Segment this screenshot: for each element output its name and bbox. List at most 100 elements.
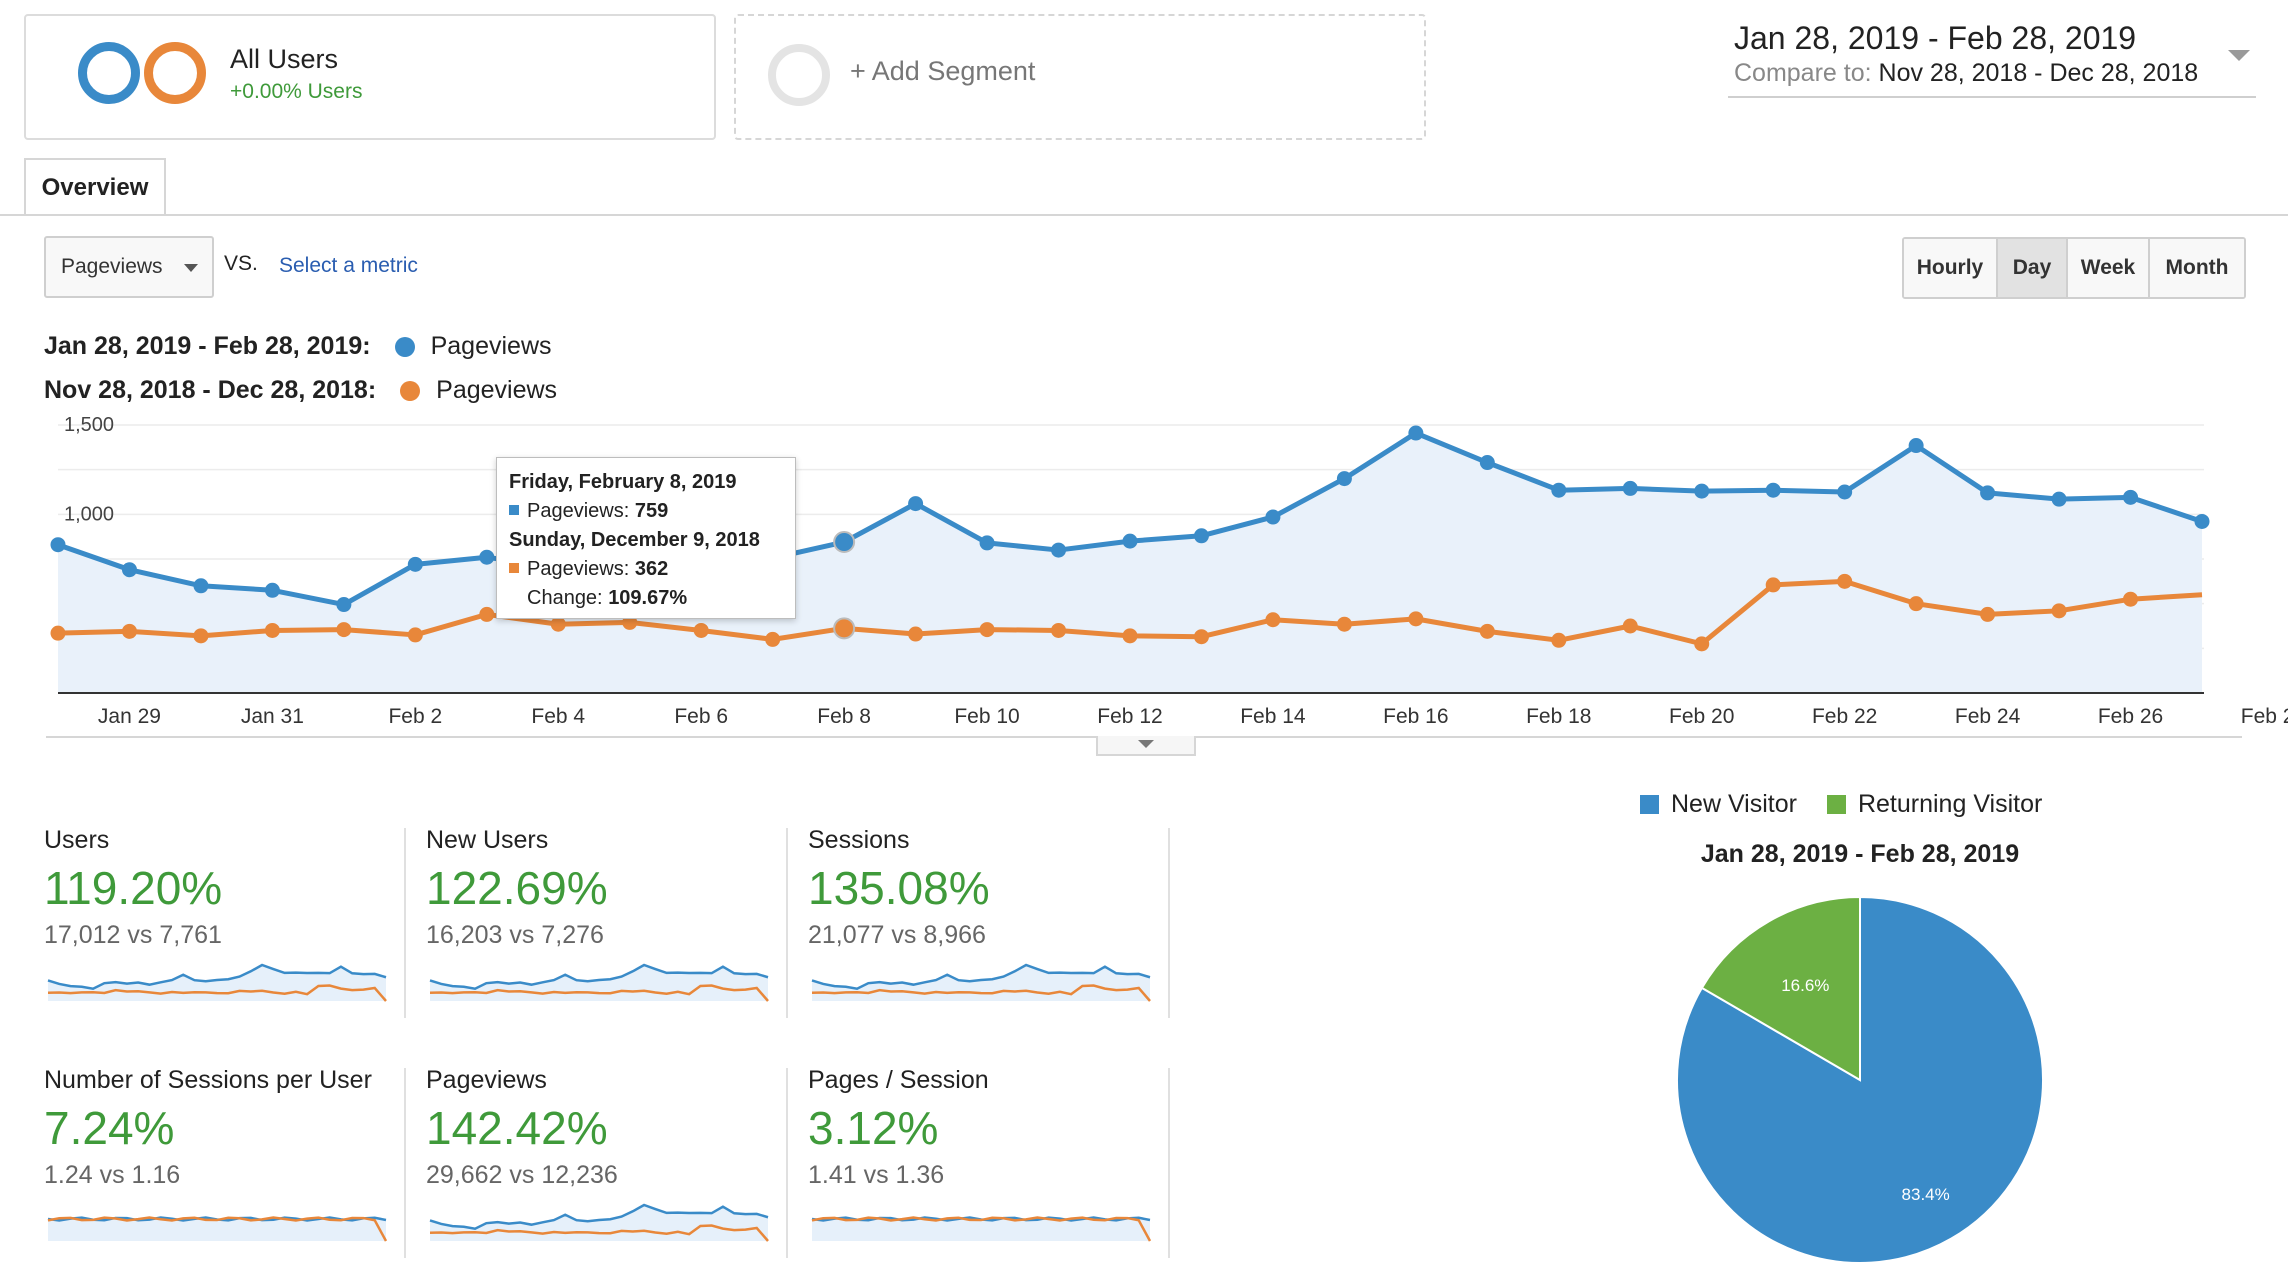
metric-new-users[interactable]: New Users 122.69% 16,203 vs 7,276 — [426, 826, 786, 950]
tooltip-value-primary: 759 — [634, 500, 669, 522]
chart-collapse-toggle[interactable] — [1096, 736, 1196, 756]
tab-overview[interactable]: Overview — [24, 158, 166, 216]
primary-point[interactable] — [1122, 533, 1138, 549]
metric-change: 135.08% — [808, 862, 990, 914]
metric-divider — [786, 1068, 788, 1258]
compare-point[interactable] — [908, 626, 924, 642]
day-button[interactable]: Day — [1998, 239, 2068, 297]
primary-point[interactable] — [1980, 485, 1996, 501]
primary-point[interactable] — [121, 562, 137, 578]
primary-point[interactable] — [1837, 484, 1853, 500]
compare-point[interactable] — [1479, 623, 1495, 639]
y-tick-label: 1,000 — [64, 503, 114, 525]
compare-point[interactable] — [121, 623, 137, 639]
chart-legend-primary: Jan 28, 2019 - Feb 28, 2019: Pageviews — [44, 332, 552, 361]
pie-slice-returning-visitor[interactable] — [1700, 895, 1861, 1082]
pie-title: Jan 28, 2019 - Feb 28, 2019 — [1700, 840, 2020, 868]
hourly-button[interactable]: Hourly — [1904, 239, 1998, 297]
date-range-picker[interactable]: Jan 28, 2019 - Feb 28, 2019 Compare to: … — [1728, 16, 2256, 98]
primary-point[interactable] — [908, 496, 924, 512]
primary-point[interactable] — [1051, 542, 1067, 558]
compare-point[interactable] — [50, 625, 66, 641]
compare-point[interactable] — [1980, 606, 1996, 622]
primary-point[interactable] — [1479, 455, 1495, 471]
compare-point[interactable] — [1051, 622, 1067, 638]
primary-point[interactable] — [1265, 509, 1281, 525]
date-range-primary: Jan 28, 2019 - Feb 28, 2019 — [1734, 20, 2137, 56]
metric-sparklines — [47, 963, 1152, 1242]
metric-dropdown[interactable]: Pageviews — [44, 236, 214, 298]
compare-point[interactable] — [2051, 603, 2067, 619]
add-segment-card[interactable]: + Add Segment — [734, 14, 1426, 140]
tab-divider — [0, 214, 2288, 216]
sparkline-compare — [429, 1224, 769, 1242]
primary-point[interactable] — [1694, 483, 1710, 499]
hover-point[interactable] — [833, 531, 856, 554]
legend-primary-dot — [394, 336, 415, 357]
date-range-caret-icon — [2228, 50, 2250, 61]
compare-point[interactable] — [1765, 577, 1781, 593]
compare-point[interactable] — [1622, 618, 1638, 634]
compare-point[interactable] — [479, 606, 495, 622]
compare-point[interactable] — [979, 622, 995, 638]
metric-users[interactable]: Users 119.20% 17,012 vs 7,761 — [44, 826, 404, 950]
compare-point[interactable] — [1908, 596, 1924, 612]
primary-point[interactable] — [979, 535, 995, 551]
y-tick-label: 1,500 — [64, 414, 114, 436]
compare-point[interactable] — [550, 616, 566, 632]
compare-point[interactable] — [336, 622, 352, 638]
compare-point[interactable] — [407, 627, 423, 643]
metric-sessions-per-user[interactable]: Number of Sessions per User 7.24% 1.24 v… — [44, 1066, 404, 1190]
x-tick-label: Feb 28 — [2241, 705, 2288, 728]
primary-point[interactable] — [1336, 471, 1352, 487]
week-button[interactable]: Week — [2068, 239, 2150, 297]
metric-pageviews[interactable]: Pageviews 142.42% 29,662 vs 12,236 — [426, 1066, 786, 1190]
collapse-caret-icon — [1138, 740, 1154, 748]
primary-point[interactable] — [2123, 489, 2139, 505]
select-metric-link[interactable]: Select a metric — [279, 254, 418, 277]
metric-divider — [786, 828, 788, 1018]
compare-point[interactable] — [1837, 573, 1853, 589]
compare-point[interactable] — [193, 628, 209, 644]
primary-point[interactable] — [1408, 425, 1424, 441]
primary-point[interactable] — [1193, 528, 1209, 544]
compare-point[interactable] — [1694, 636, 1710, 652]
primary-point[interactable] — [2194, 513, 2210, 529]
segment-label: All Users — [230, 44, 339, 74]
compare-point[interactable] — [1551, 632, 1567, 648]
primary-point[interactable] — [1551, 482, 1567, 498]
primary-point[interactable] — [336, 597, 352, 613]
primary-point[interactable] — [193, 578, 209, 594]
metric-change: 142.42% — [426, 1102, 608, 1154]
primary-point[interactable] — [1765, 482, 1781, 498]
compare-point[interactable] — [693, 622, 709, 638]
compare-point[interactable] — [2123, 591, 2139, 607]
segment-all-users[interactable]: All Users +0.00% Users — [24, 14, 716, 140]
metric-change: 7.24% — [44, 1102, 175, 1154]
primary-point[interactable] — [2051, 491, 2067, 507]
primary-point[interactable] — [50, 537, 66, 553]
compare-point[interactable] — [1122, 628, 1138, 644]
metric-divider — [1168, 828, 1170, 1018]
compare-point[interactable] — [1408, 611, 1424, 627]
compare-point[interactable] — [765, 631, 781, 647]
x-tick-label: Feb 20 — [1669, 705, 1734, 728]
compare-point[interactable] — [1336, 616, 1352, 632]
compare-point[interactable] — [264, 622, 280, 638]
primary-point[interactable] — [407, 556, 423, 572]
primary-point[interactable] — [1908, 438, 1924, 454]
tooltip-change-value: 109.67% — [608, 587, 688, 609]
compare-point[interactable] — [1265, 612, 1281, 628]
month-button[interactable]: Month — [2150, 239, 2244, 297]
compare-point[interactable] — [1193, 629, 1209, 645]
visitor-pie-chart[interactable]: 83.4% 16.6% — [1660, 880, 2060, 1280]
legend-compare-dot — [400, 380, 421, 401]
primary-point[interactable] — [1622, 480, 1638, 496]
primary-point[interactable] — [264, 582, 280, 598]
hover-point[interactable] — [833, 617, 856, 640]
pie-legend-new-square — [1640, 795, 1659, 814]
metric-pages-per-session[interactable]: Pages / Session 3.12% 1.41 vs 1.36 — [808, 1066, 1168, 1190]
metric-sessions[interactable]: Sessions 135.08% 21,077 vs 8,966 — [808, 826, 1168, 950]
primary-point[interactable] — [479, 549, 495, 565]
